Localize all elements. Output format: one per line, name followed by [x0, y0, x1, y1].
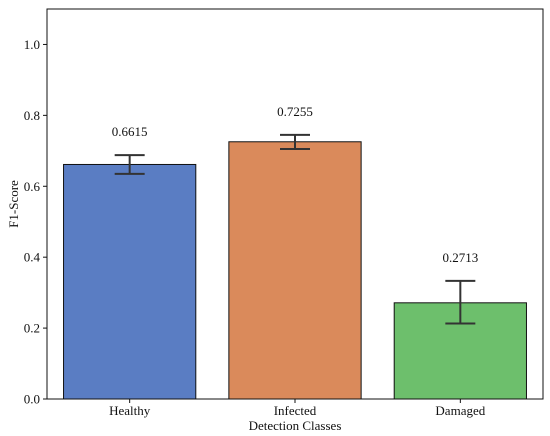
- y-tick-label: 0.4: [24, 250, 41, 265]
- x-ticks-layer: Healthy Infected Damaged: [109, 399, 486, 418]
- x-tick-label-healthy: Healthy: [109, 403, 151, 418]
- x-tick-label-damaged: Damaged: [435, 403, 485, 418]
- y-tick-label: 0.2: [24, 321, 40, 336]
- y-axis-label: F1-Score: [6, 180, 21, 228]
- y-tick-label: 0.6: [24, 179, 41, 194]
- y-tick-label: 1.0: [24, 37, 40, 52]
- value-label-healthy: 0.6615: [112, 124, 148, 139]
- value-label-damaged: 0.2713: [442, 250, 478, 265]
- y-ticks-layer: 0.0 0.2 0.4 0.6 0.8 1.0: [24, 37, 47, 407]
- bar-infected: [228, 141, 362, 400]
- x-tick-label-infected: Infected: [274, 403, 317, 418]
- x-axis-label: Detection Classes: [249, 418, 342, 433]
- bar-healthy: [63, 163, 197, 400]
- value-labels-layer: 0.6615 0.7255 0.2713: [112, 104, 478, 265]
- y-tick-label: 0.8: [24, 108, 40, 123]
- y-tick-label: 0.0: [24, 392, 40, 407]
- error-bars-layer: [114, 133, 476, 325]
- value-label-infected: 0.7255: [277, 104, 313, 119]
